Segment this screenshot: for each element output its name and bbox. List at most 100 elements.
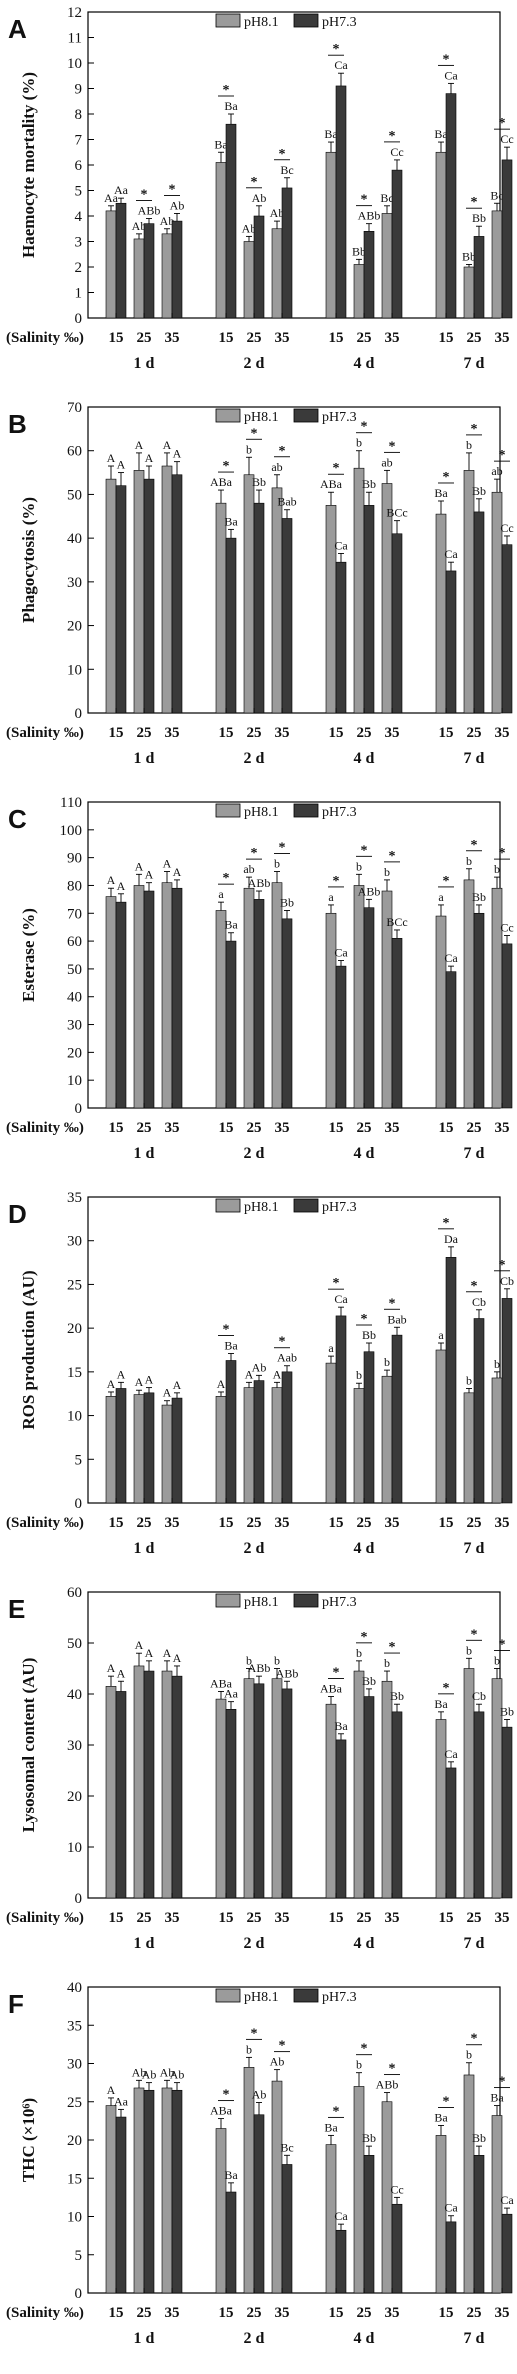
y-tick-label: 40 (67, 531, 82, 547)
y-axis-label: Haemocyte mortality (%) (19, 72, 38, 258)
significance-letter: A (145, 868, 154, 882)
significance-letter: A (117, 1666, 126, 1680)
significance-letter: b (494, 1654, 500, 1668)
salinity-axis-label: (Salinity ‰) (6, 1120, 84, 1136)
bar-ph73 (281, 918, 293, 1109)
significance-letter: Ab (170, 2068, 185, 2082)
panel-b: B 0 10 20 30 40 50 60 70 Phagocytosis (%) pH8.1 pH7… (6, 400, 514, 767)
significance-letter: b (274, 857, 280, 871)
legend-swatch-ph73 (293, 13, 319, 28)
significance-letter: Bb (362, 2131, 376, 2145)
significance-star: * (443, 874, 450, 889)
x-tick-label: 15 (329, 725, 344, 741)
y-axis-label: Esterase (%) (19, 908, 38, 1002)
bar-ph81 (215, 2128, 227, 2294)
bar-ph73 (473, 2155, 485, 2294)
y-tick-label: 70 (67, 906, 82, 922)
significance-letter: Bb (472, 484, 486, 498)
bar-ph73 (171, 1675, 183, 1899)
significance-letter: Bb (500, 1705, 514, 1719)
significance-letter: Ab (270, 206, 285, 220)
bar-ph81 (271, 487, 283, 714)
bar-ph81 (353, 885, 365, 1109)
significance-letter: Ca (444, 2201, 458, 2215)
y-tick-label: 12 (67, 5, 82, 21)
significance-letter: Ca (444, 68, 458, 82)
significance-letter: A (173, 865, 182, 879)
bar-ph73 (281, 187, 293, 319)
y-tick-label: 70 (67, 400, 82, 416)
bar-ph81 (463, 470, 475, 714)
bar-ph73 (391, 169, 403, 319)
y-tick-label: 9 (75, 82, 83, 98)
salinity-axis-label: (Salinity ‰) (6, 725, 84, 741)
bar-ph73 (115, 2116, 127, 2294)
panel-label: A (8, 14, 27, 44)
significance-star: * (499, 846, 506, 861)
x-tick-label: 25 (357, 1120, 372, 1136)
bar-ph81 (133, 1665, 145, 1899)
bar-ph73 (501, 1726, 513, 1899)
significance-letter: A (173, 1378, 182, 1392)
legend-swatch-ph81 (215, 803, 241, 818)
significance-star: * (141, 188, 148, 203)
significance-letter: b (356, 436, 362, 450)
significance-letter: Bb (472, 2131, 486, 2145)
significance-letter: b (384, 1355, 390, 1369)
bar-ph73 (391, 2203, 403, 2294)
y-tick-label: 0 (75, 1496, 83, 1512)
bar-ph73 (171, 474, 183, 714)
significance-letter: A (145, 1373, 154, 1387)
y-axis-label: Phagocytosis (%) (19, 497, 38, 623)
significance-letter: a (328, 1341, 334, 1355)
significance-letter: Bc (280, 2140, 293, 2154)
significance-letter: Ba (334, 1719, 348, 1733)
panel-label: C (8, 804, 27, 834)
bar-ph73 (115, 901, 127, 1109)
significance-star: * (361, 843, 368, 858)
significance-star: * (361, 1312, 368, 1327)
bar-ph73 (335, 2229, 347, 2294)
legend-label-ph73: pH7.3 (322, 1990, 357, 2005)
day-label: 7 d (464, 1145, 485, 1162)
y-tick-label: 10 (67, 1073, 82, 1089)
panel-label: B (8, 409, 27, 439)
significance-star: * (361, 1630, 368, 1645)
x-tick-label: 25 (247, 1120, 262, 1136)
significance-star: * (471, 2032, 478, 2047)
significance-star: * (499, 1258, 506, 1273)
significance-letter: A (107, 2083, 116, 2097)
x-tick-label: 15 (439, 2305, 454, 2321)
bar-ph73 (281, 2164, 293, 2294)
bar-ph73 (391, 1711, 403, 1899)
legend-swatch-ph73 (293, 1198, 319, 1213)
x-tick-label: 35 (495, 1120, 510, 1136)
significance-letter: b (274, 1654, 280, 1668)
salinity-axis-label: (Salinity ‰) (6, 2305, 84, 2321)
legend-label-ph73: pH7.3 (322, 805, 357, 820)
x-tick-label: 35 (165, 1120, 180, 1136)
bar-ph73 (501, 544, 513, 714)
significance-star: * (471, 422, 478, 437)
day-label: 1 d (134, 1935, 155, 1952)
significance-star: * (279, 2039, 286, 2054)
y-tick-label: 20 (67, 1789, 82, 1805)
bar-ph73 (445, 971, 457, 1109)
y-tick-label: 1 (75, 286, 83, 302)
significance-letter: Cb (472, 1295, 486, 1309)
x-tick-label: 25 (137, 1120, 152, 1136)
significance-star: * (443, 2094, 450, 2109)
y-tick-label: 5 (75, 184, 83, 200)
day-label: 4 d (354, 355, 375, 372)
day-label: 7 d (464, 750, 485, 767)
day-label: 2 d (244, 1145, 265, 1162)
bar-ph73 (115, 1691, 127, 1899)
bar-ph81 (271, 882, 283, 1109)
bar-ph81 (463, 879, 475, 1109)
y-tick-label: 5 (75, 2248, 83, 2264)
y-tick-label: 0 (75, 2286, 83, 2302)
significance-star: * (471, 195, 478, 210)
significance-letter: A (163, 857, 172, 871)
significance-letter: A (163, 1386, 172, 1400)
